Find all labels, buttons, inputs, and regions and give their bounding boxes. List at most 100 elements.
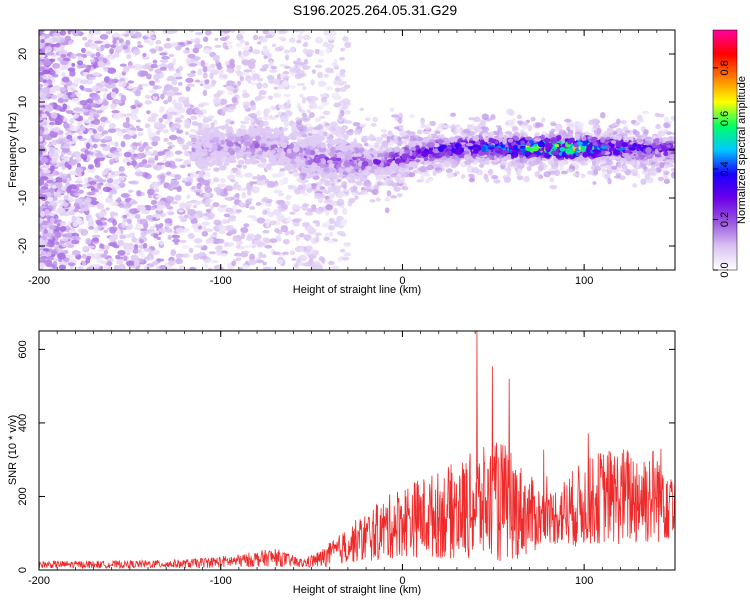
spectrogram-cell: [318, 49, 325, 57]
spectrogram-cell: [399, 130, 408, 138]
spectrogram-cell: [134, 170, 144, 177]
spectrogram-cell: [88, 76, 96, 80]
spectrogram-cell: [390, 195, 398, 199]
spectrogram-cell: [69, 117, 75, 125]
spectrogram-cell: [617, 162, 622, 169]
spectrogram-cell: [331, 186, 339, 194]
spectrogram-cell: [282, 251, 289, 256]
spectrogram-cell: [250, 100, 255, 107]
spectrogram-cell: [194, 37, 201, 45]
spectrogram-cell: [250, 82, 258, 86]
spectrogram-cell: [63, 238, 69, 242]
spectrogram-cell: [306, 96, 311, 101]
spectrogram-cell: [134, 226, 141, 231]
spectrogram-cell: [244, 245, 252, 249]
spectrogram-cell: [112, 39, 117, 45]
spectrogram-cell: [622, 164, 628, 172]
spectrogram-cell: [656, 167, 661, 174]
spectrogram-cell: [107, 141, 115, 146]
spectrogram-cell: [267, 95, 274, 100]
spectrogram-cell: [193, 56, 201, 61]
spectrogram-cell: [179, 239, 187, 244]
spectrogram-cell: [340, 218, 348, 226]
spectrogram-cell: [243, 69, 253, 73]
spectrogram-cell: [204, 198, 213, 203]
spectrogram-cell: [269, 220, 277, 226]
spectrogram-cell: [167, 141, 173, 145]
spectrogram-cell: [394, 176, 400, 181]
spectrogram-cell: [314, 117, 322, 122]
spectrogram-cell: [282, 127, 289, 131]
spectrogram-cell: [372, 116, 379, 123]
spectrogram-cell: [44, 37, 54, 43]
spectrogram-cell: [191, 121, 199, 127]
spectrogram-cell: [137, 70, 147, 78]
spectrogram-cell: [418, 166, 426, 173]
spectrogram-cell: [49, 217, 56, 224]
spectrogram-cell: [117, 130, 123, 137]
spectrogram-cell: [81, 261, 87, 267]
spectrogram-cell: [296, 39, 302, 44]
spectrogram-marks: [39, 30, 675, 270]
spectrogram-cell: [283, 93, 291, 97]
spectrogram-cell: [42, 59, 51, 66]
spectrogram-cell: [228, 215, 237, 220]
spectrogram-cell: [58, 130, 64, 135]
spectrogram-cell: [287, 184, 294, 190]
spectrogram-cell: [69, 159, 78, 165]
spectrogram-cell: [103, 245, 110, 251]
spectrogram-cell: [120, 193, 130, 198]
spectrogram-cell: [249, 180, 254, 187]
spectrogram-cell: [55, 241, 60, 245]
spectrogram-cell: [496, 124, 502, 129]
spectrogram-cell: [62, 173, 68, 180]
spectrogram-cell: [125, 39, 131, 46]
spectrogram-cell: [176, 129, 184, 134]
spectrogram-cell: [304, 245, 313, 252]
spectrogram-cell: [248, 62, 256, 70]
spectrogram-cell: [118, 176, 125, 181]
spectrogram-cell: [97, 60, 104, 67]
spectrogram-cell: [100, 80, 105, 85]
spectrogram-cell: [105, 31, 113, 35]
spectrogram-cell: [172, 234, 181, 239]
spectrogram-cell: [179, 164, 186, 169]
spectrogram-cell: [39, 249, 42, 255]
spectrogram-cell: [478, 163, 485, 168]
spectrogram-cell: [207, 212, 215, 219]
spectrogram-cell: [284, 110, 293, 117]
spectrogram-cell: [175, 253, 183, 259]
spectrogram-cell: [342, 256, 350, 261]
spectrogram-cell: [69, 126, 79, 132]
spectrogram-cell: [171, 99, 178, 106]
spectrogram-cell: [640, 178, 647, 185]
spectrogram-cell: [663, 116, 670, 123]
spectrogram-cell: [341, 104, 349, 110]
spectrogram-cell: [247, 113, 254, 117]
spectrogram-cell: [82, 87, 92, 92]
spectrogram-cell: [189, 128, 197, 133]
spectrogram-cell: [216, 245, 223, 251]
spectrogram-cell: [131, 236, 138, 243]
spectrogram-cell: [149, 48, 157, 53]
spectrogram-cell: [308, 173, 315, 179]
spectrogram-cell: [152, 59, 158, 64]
spectrogram-cell: [247, 197, 253, 202]
spectrogram-cell: [155, 194, 163, 198]
spectrogram-cell: [326, 239, 336, 244]
spectrogram-cell: [375, 197, 381, 202]
spectrogram-cell: [166, 37, 171, 42]
spectrogram-cell: [503, 176, 512, 184]
spectrogram-cell: [339, 232, 347, 237]
spectrogram-cell: [146, 188, 155, 196]
spectrogram-cell: [58, 264, 67, 270]
spectrogram-cell: [226, 91, 236, 95]
spectrogram-cell: [311, 102, 318, 110]
spectrogram-cell: [219, 266, 225, 270]
spectrogram-cell: [409, 114, 415, 119]
spectrogram-cell: [202, 72, 208, 79]
spectrogram-cell: [39, 83, 44, 89]
spectrogram-cell: [237, 80, 242, 86]
spectrogram-cell: [162, 129, 169, 134]
spectrogram-cell: [107, 152, 114, 158]
